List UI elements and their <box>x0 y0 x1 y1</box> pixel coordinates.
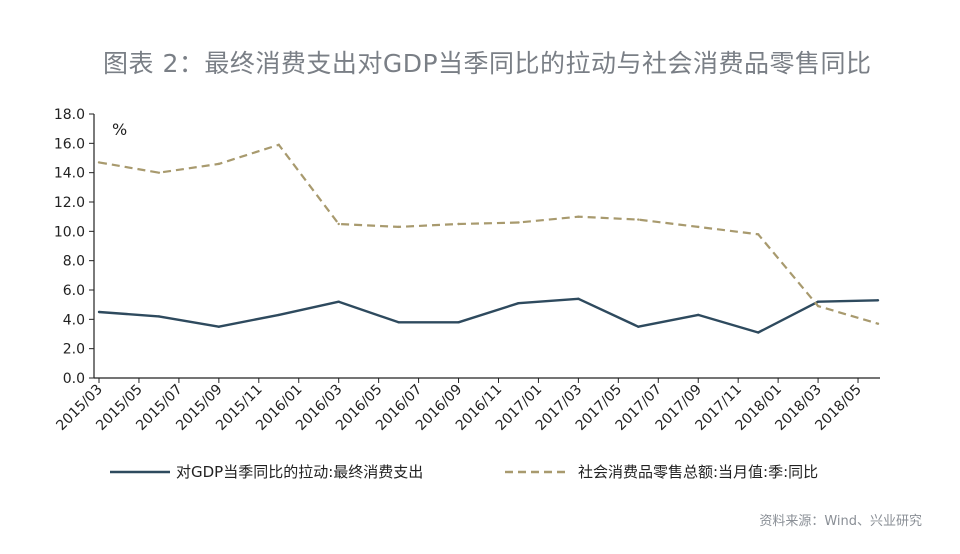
data-point <box>337 222 340 226</box>
y-tick-label: 16.0 <box>54 136 85 152</box>
data-point <box>757 331 760 334</box>
data-point <box>697 313 700 317</box>
data-point <box>577 215 580 218</box>
data-point <box>816 300 820 303</box>
legend-label-retail: 社会消费品零售总额:当月值:季:同比 <box>578 463 818 481</box>
y-tick-label: 4.0 <box>63 312 85 328</box>
series-retail-line <box>98 143 879 325</box>
data-point <box>517 221 520 224</box>
y-tick-label: 14.0 <box>54 166 85 182</box>
data-point <box>816 304 820 308</box>
series-consumption-line <box>98 297 879 334</box>
data-point <box>637 218 640 221</box>
data-point <box>217 162 220 166</box>
data-point <box>337 300 340 303</box>
y-tick-label: 10.0 <box>54 224 85 240</box>
source-note: 资料来源：Wind、兴业研究 <box>759 514 922 529</box>
y-tick-label: 18.0 <box>54 107 85 123</box>
data-point <box>97 310 101 314</box>
axes <box>93 114 880 379</box>
legend: 对GDP当季同比的拉动:最终消费支出 社会消费品零售总额:当月值:季:同比 <box>110 463 818 481</box>
series-consumption <box>97 297 880 334</box>
data-point <box>277 313 280 317</box>
data-point <box>876 322 880 325</box>
data-point <box>397 225 400 229</box>
legend-label-consumption: 对GDP当季同比的拉动:最终消费支出 <box>176 463 423 481</box>
data-point <box>97 161 101 164</box>
data-point <box>697 225 700 229</box>
y-tick-label: 12.0 <box>54 195 85 211</box>
data-point <box>157 315 161 318</box>
data-point <box>517 302 520 305</box>
data-point <box>157 171 161 174</box>
series-layer <box>97 143 880 334</box>
y-ticks: 0.0 2.0 4.0 6.0 8.0 10.0 12.0 14.0 16.0 18.0 <box>54 107 94 387</box>
data-point <box>457 321 460 324</box>
data-point <box>457 222 460 226</box>
data-point <box>876 299 880 302</box>
data-point <box>577 297 580 300</box>
data-point <box>757 233 760 236</box>
y-tick-label: 8.0 <box>63 254 85 270</box>
chart-title: 图表 2：最终消费支出对GDP当季同比的拉动与社会消费品零售同比 <box>103 49 872 78</box>
series-retail <box>97 143 880 325</box>
y-tick-label: 2.0 <box>63 342 85 358</box>
data-point <box>217 325 220 328</box>
y-tick-label: 6.0 <box>63 283 85 299</box>
x-ticks: 2015/032015/052015/072015/092015/112016/… <box>53 378 865 434</box>
y-tick-label: 0.0 <box>63 371 85 387</box>
data-point <box>637 325 640 328</box>
data-point <box>397 321 400 324</box>
data-point <box>277 143 280 146</box>
y-unit-label: % <box>112 120 127 139</box>
